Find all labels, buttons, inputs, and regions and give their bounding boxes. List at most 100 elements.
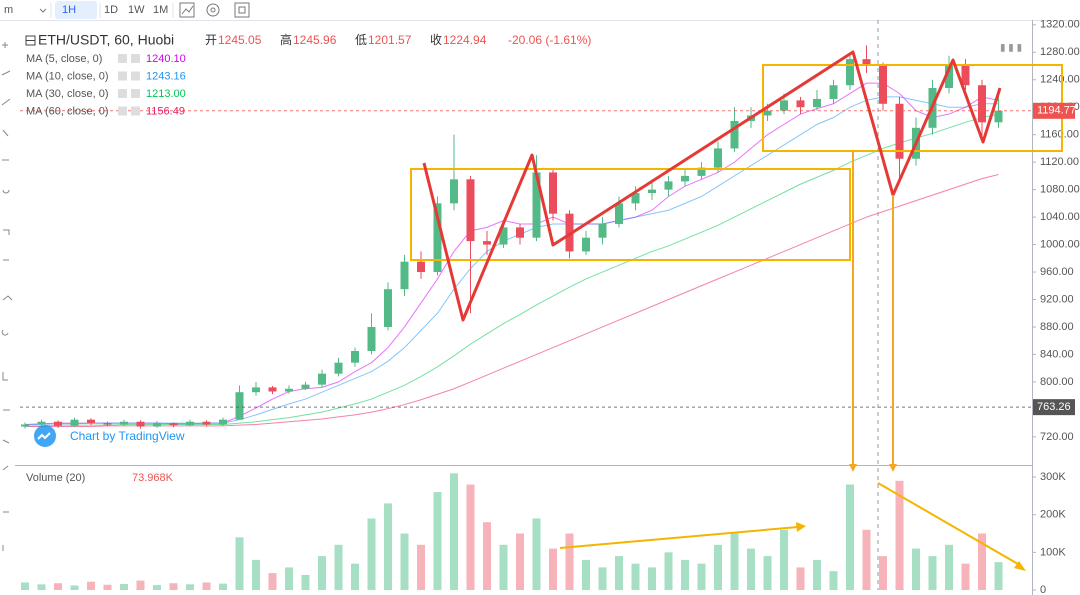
legend-close[interactable] (131, 106, 140, 116)
candle-body (202, 421, 211, 425)
interval-button[interactable]: 1M (153, 4, 168, 16)
ohlc-value: 1201.57 (368, 33, 412, 47)
candle-body (466, 179, 475, 242)
candle-body (252, 387, 260, 393)
y-tick-label: 840.00 (1040, 348, 1074, 360)
y-tick-label: 1320.00 (1040, 19, 1080, 31)
candle-body (961, 64, 970, 86)
volume-bar (400, 533, 409, 590)
legend-settings[interactable] (118, 71, 127, 81)
y-tick-label: 880.00 (1040, 321, 1074, 333)
volume-bar (532, 518, 541, 590)
volume-bar (961, 563, 970, 590)
candle-body (499, 227, 508, 245)
volume-bar (895, 480, 904, 590)
candle-body (565, 213, 574, 252)
left-toolbar[interactable] (1, 42, 13, 551)
volume-bar (301, 574, 310, 590)
volume-bar (598, 567, 607, 590)
candle-body (763, 110, 772, 116)
price-label-bg (1033, 102, 1075, 119)
candle-body (813, 98, 821, 108)
volume-bar (631, 563, 640, 590)
y-tick-label: 1280.00 (1040, 46, 1080, 58)
y-tick-label: 1080.00 (1040, 184, 1080, 196)
volume-bar (582, 559, 590, 590)
candle-body (367, 326, 376, 352)
candle-body (268, 387, 277, 392)
price-label-bg (1033, 399, 1075, 416)
volume-bar (846, 484, 854, 590)
candle-body (351, 351, 359, 363)
interval-button[interactable]: 1D (104, 4, 118, 16)
y-tick-label: 1240.00 (1040, 74, 1080, 86)
candle-body (846, 59, 854, 86)
volume-bar (367, 518, 376, 590)
volume-bar (516, 533, 524, 590)
candle-body (433, 203, 442, 273)
legend-settings[interactable] (118, 89, 127, 98)
volume-bar (136, 580, 145, 590)
volume-legend-value: 73.968K (132, 472, 174, 484)
volume-bar (120, 583, 128, 590)
volume-bar (169, 583, 178, 590)
y-tick-label: 0 (1040, 584, 1046, 595)
collapse-icon[interactable] (25, 35, 36, 46)
y-tick-label: 920.00 (1040, 293, 1074, 305)
interval-button[interactable]: m (4, 4, 13, 16)
candle-body (384, 289, 392, 327)
volume-bar (417, 544, 425, 590)
interval-button[interactable]: 1H (62, 4, 76, 16)
interval-button[interactable]: 1W (128, 4, 145, 16)
volume-bar (928, 556, 937, 590)
volume-bar (697, 563, 706, 590)
legend-settings[interactable] (118, 106, 127, 116)
y-tick-label: 800.00 (1040, 376, 1074, 388)
legend-name: MA (10, close, 0) (26, 70, 109, 82)
legend-close[interactable] (131, 54, 140, 63)
candle-body (582, 237, 590, 252)
volume-title: Volume (20) (26, 472, 85, 484)
volume-bar (549, 548, 557, 590)
candle-body (37, 421, 46, 425)
y-tick-label: 300K (1040, 471, 1066, 483)
candle-body (780, 100, 788, 111)
candle-body (598, 223, 607, 238)
candle-body (136, 421, 145, 427)
volume-bar (862, 529, 871, 590)
legend-name: MA (60, close, 0) (26, 105, 109, 117)
legend-close[interactable] (131, 89, 140, 98)
ohlc-value: 1224.94 (443, 33, 487, 47)
candle-body (186, 421, 194, 426)
y-tick-label: 960.00 (1040, 266, 1074, 278)
candle-body (103, 423, 112, 425)
volume-bar (813, 559, 821, 590)
candle-body (120, 421, 128, 425)
legend-settings[interactable] (118, 54, 127, 63)
candle-body (714, 148, 722, 168)
volume-bar (70, 585, 79, 590)
legend-value: 1243.16 (146, 70, 186, 82)
ohlc-label: 开 (205, 33, 217, 47)
legend-value: 1240.10 (146, 53, 186, 65)
candle-body (334, 362, 343, 374)
price-label: 763.26 (1037, 401, 1071, 413)
pane-controls[interactable]: ▮ ▮ ▮ (1000, 43, 1022, 54)
candle-body (796, 100, 805, 108)
symbol: ETH/USDT, 60, Huobi (38, 32, 174, 48)
volume-bar (763, 556, 772, 590)
volume-bar (565, 533, 574, 590)
ohlc-value: 1245.05 (218, 33, 262, 47)
volume-bar (103, 584, 112, 590)
volume-bar (252, 559, 260, 590)
volume-bar (285, 567, 293, 590)
volume-bar (21, 582, 29, 590)
volume-bar (202, 582, 211, 590)
y-tick-label: 200K (1040, 509, 1066, 521)
ohlc-label: 高 (280, 32, 292, 47)
candle-body (483, 241, 491, 245)
candle-body (87, 419, 95, 424)
legend-close[interactable] (131, 71, 140, 81)
volume-bar (318, 556, 326, 590)
